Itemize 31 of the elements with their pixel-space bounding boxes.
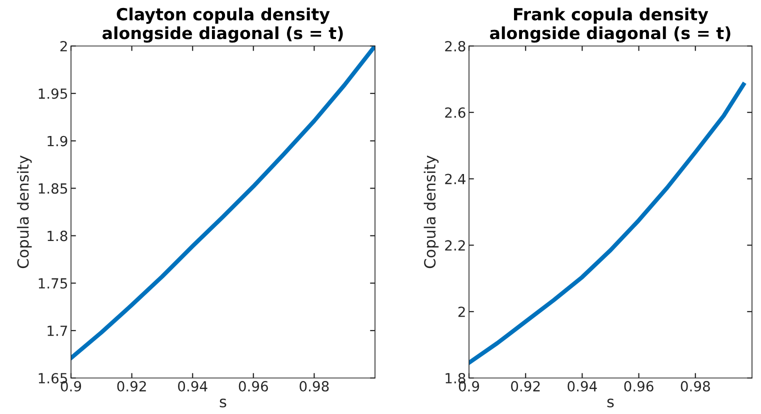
x-tick-label: 0.94 [568, 381, 597, 392]
x-tick-label: 0.92 [117, 381, 146, 392]
y-tick-label: 1.95 [38, 88, 68, 99]
x-tick-label: 0.96 [624, 381, 654, 392]
chart-title: Frank copula density alongside diagonal (s = t) [490, 8, 730, 43]
x-tick-label: 0.94 [178, 381, 208, 392]
x-tick-label: 0.98 [680, 381, 710, 392]
x-axis-title: s [607, 398, 614, 408]
x-tick-label: 0.98 [300, 381, 329, 392]
chart-title: Clayton copula density alongside diagonal (s = t) [102, 8, 343, 43]
y-tick-label: 1.7 [48, 326, 68, 336]
y-axis-title: Copula density [16, 156, 32, 268]
y-tick-label: 1.8 [48, 230, 68, 242]
y-tick-label: 2.2 [445, 240, 465, 250]
y-tick-label: 1.75 [38, 278, 68, 289]
x-tick-label: 0.96 [238, 381, 268, 392]
x-tick-label: 0.92 [511, 381, 540, 392]
y-tick-label: 2.4 [445, 174, 466, 184]
x-tick-label: 0.9 [60, 381, 82, 392]
x-axis-title: s [220, 398, 226, 408]
y-tick-label: 1.9 [48, 136, 68, 146]
y-tick-label: 2.6 [445, 107, 466, 118]
y-tick-label: 2.8 [445, 40, 466, 52]
y-tick-label: 1.65 [38, 372, 68, 384]
y-tick-label: 1.8 [446, 372, 466, 384]
x-tick-label: 0.9 [458, 381, 480, 392]
line-series [469, 82, 746, 365]
y-tick-label: 1.85 [38, 183, 68, 194]
y-tick-label: 2 [458, 306, 465, 317]
y-tick-label: 2 [60, 40, 67, 52]
y-axis-title: Copula density [424, 156, 439, 268]
